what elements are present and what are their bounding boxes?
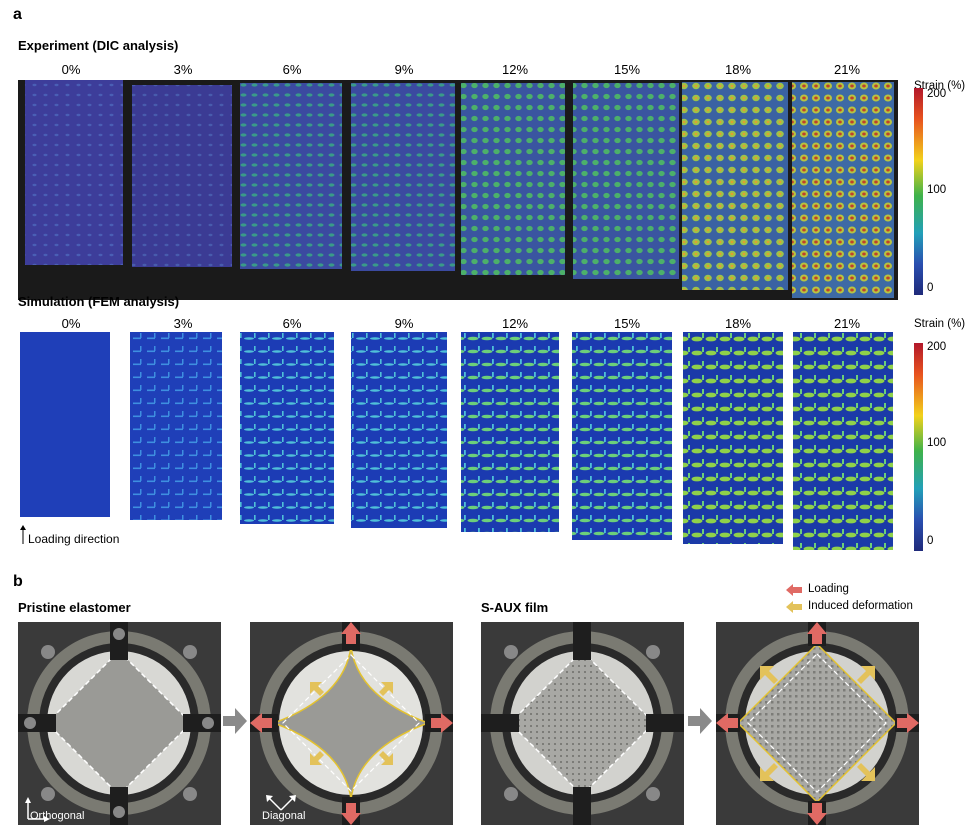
loading-direction-arrow-icon: [20, 525, 26, 544]
exp-label-0: 0%: [61, 62, 81, 77]
exp-colorbar-tick-100: 100: [927, 184, 947, 196]
sim-label-9: 9%: [394, 316, 414, 331]
exp-label-12: 12%: [501, 62, 529, 77]
exp-colorbar-title: Strain (%): [914, 80, 966, 92]
sim-label-21: 21%: [833, 316, 861, 331]
exp-colorbar-tick-0: 0: [927, 282, 934, 294]
loading-legend-arrow-icon: [786, 584, 802, 596]
exp-label-15: 15%: [613, 62, 641, 77]
saux-undeformed-photo: [481, 622, 684, 825]
experiment-title: Experiment (DIC analysis): [18, 38, 179, 53]
sim-label-12: 12%: [501, 316, 529, 331]
saux-deformed-photo: [716, 622, 919, 825]
pristine-deformed-photo: [250, 622, 453, 825]
sim-colorbar: [914, 343, 923, 551]
exp-label-6: 6%: [282, 62, 302, 77]
sim-colorbar-tick-0: 0: [927, 535, 934, 547]
loading-legend-label: Loading: [808, 583, 849, 595]
diagonal-axes-icon: [266, 795, 296, 811]
dic-image-strip: [18, 80, 898, 300]
pristine-undeformed-photo: [18, 622, 221, 825]
orthogonal-label: Orthogonal: [30, 810, 85, 822]
panel-b-letter: b: [13, 573, 23, 590]
exp-label-21: 21%: [833, 62, 861, 77]
saux-title: S-AUX film: [481, 600, 549, 615]
sim-colorbar-tick-100: 100: [927, 437, 947, 449]
exp-colorbar-tick-200: 200: [927, 88, 947, 100]
induced-legend-arrow-icon: [786, 601, 802, 613]
panel-a-letter: a: [13, 6, 22, 23]
sim-label-15: 15%: [613, 316, 641, 331]
exp-label-3: 3%: [173, 62, 193, 77]
exp-label-9: 9%: [394, 62, 414, 77]
sim-label-6: 6%: [282, 316, 302, 331]
pristine-title: Pristine elastomer: [18, 600, 131, 615]
loading-direction-label: Loading direction: [28, 532, 120, 546]
exp-colorbar: [914, 88, 923, 295]
sim-colorbar-title: Strain (%): [914, 318, 966, 330]
diagonal-label: Diagonal: [262, 810, 306, 822]
simulation-title: Simulation (FEM analysis): [18, 294, 180, 309]
transition-arrow-icon-2: [688, 708, 712, 734]
sim-label-18: 18%: [724, 316, 752, 331]
transition-arrow-icon-1: [223, 708, 247, 734]
sim-label-0: 0%: [61, 316, 81, 331]
exp-label-18: 18%: [724, 62, 752, 77]
induced-legend-label: Induced deformation: [808, 600, 913, 612]
fem-image-strip: [20, 332, 893, 550]
sim-label-3: 3%: [173, 316, 193, 331]
sim-colorbar-tick-200: 200: [927, 341, 947, 353]
orthogonal-axes-icon: [25, 797, 50, 822]
